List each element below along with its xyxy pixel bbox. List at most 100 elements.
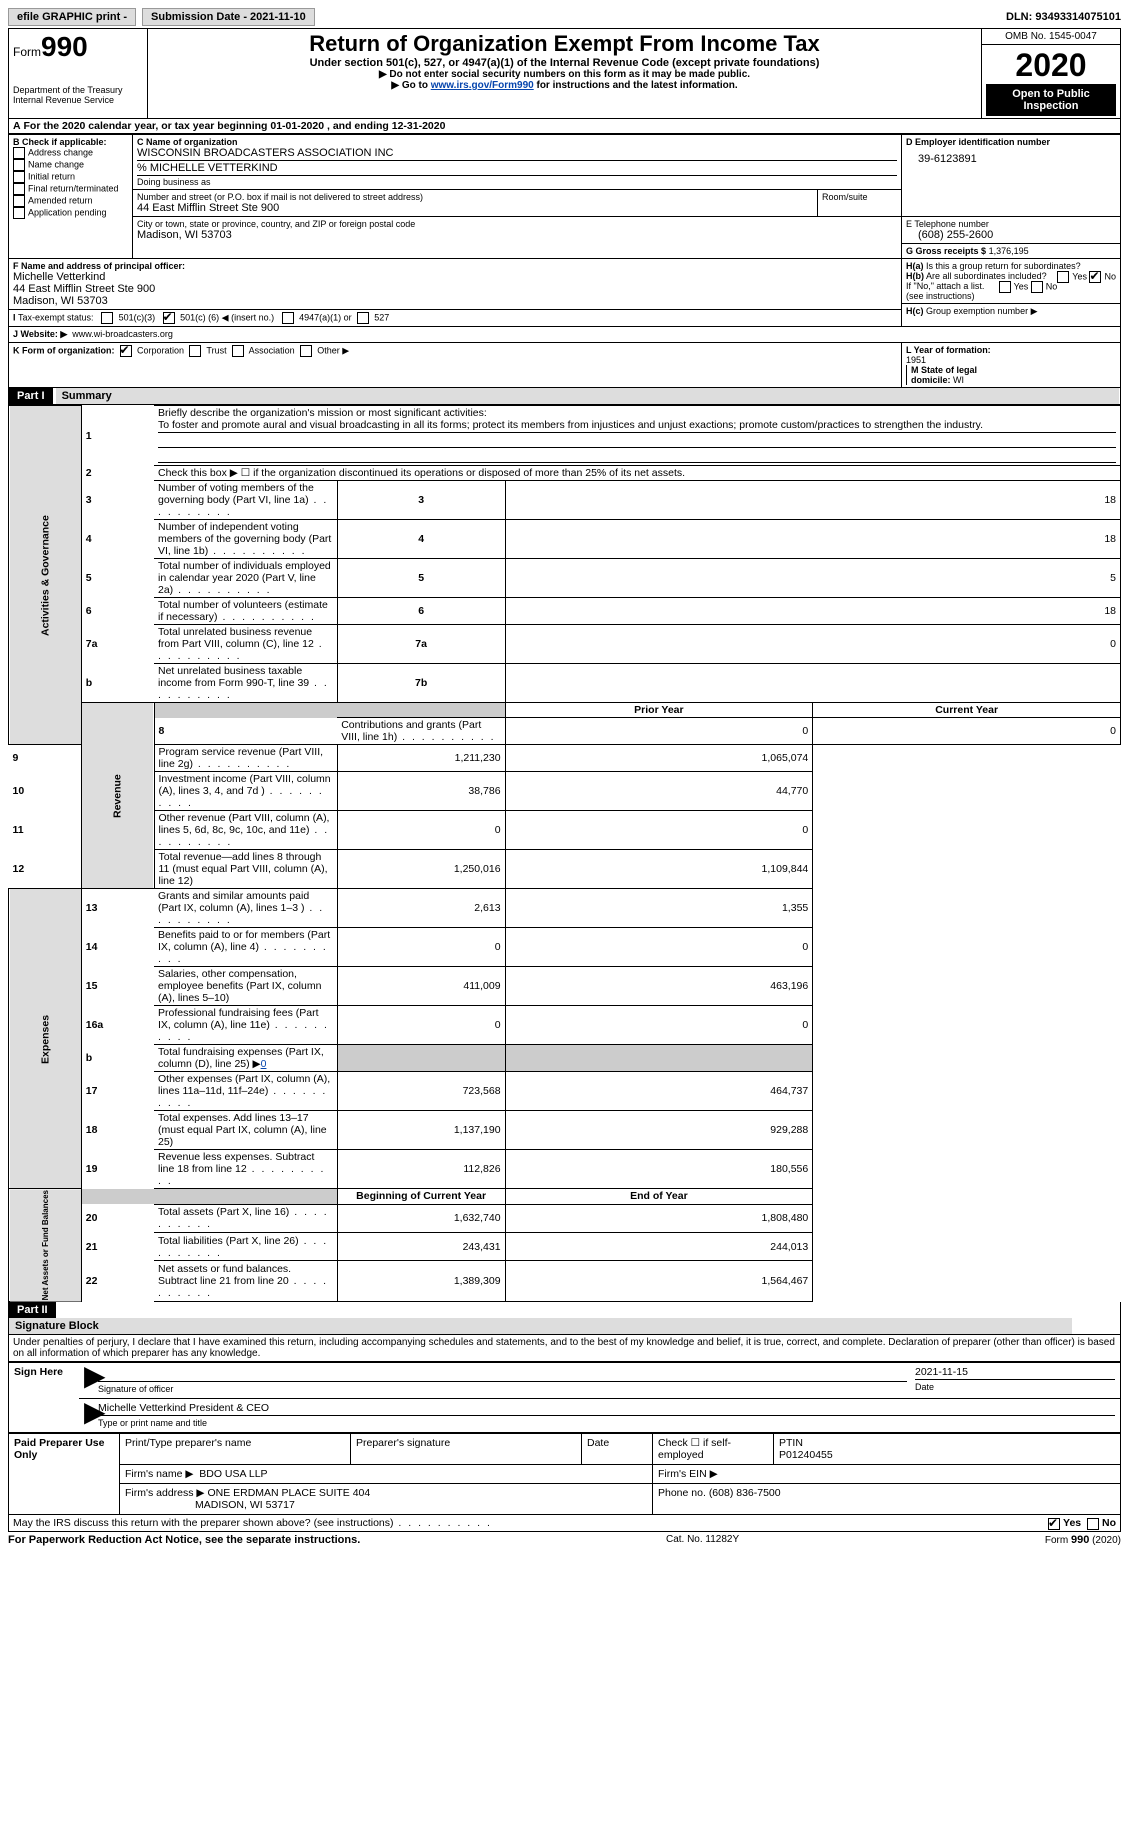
- vlabel-netassets: Net Assets or Fund Balances: [9, 1189, 82, 1302]
- line12-prior: 1,250,016: [337, 850, 505, 889]
- line17-curr: 464,737: [505, 1072, 813, 1111]
- line9-prior: 1,211,230: [337, 745, 505, 772]
- q2: Check this box ▶ ☐ if the organization d…: [154, 466, 1121, 481]
- check-corp[interactable]: [120, 345, 132, 357]
- hb-no[interactable]: [1031, 281, 1043, 293]
- line10-desc: Investment income (Part VIII, column (A)…: [154, 772, 337, 811]
- line3-box: 3: [337, 481, 505, 520]
- q1: Briefly describe the organization's miss…: [158, 407, 487, 419]
- line5-val: 5: [505, 559, 1120, 598]
- instr-1: ▶ Do not enter social security numbers o…: [152, 69, 977, 80]
- pra-notice: For Paperwork Reduction Act Notice, see …: [8, 1534, 360, 1546]
- col-end: End of Year: [505, 1189, 813, 1205]
- line18-prior: 1,137,190: [337, 1111, 505, 1150]
- phone-label: Phone no.: [658, 1487, 706, 1499]
- box-j-label: Website: ▶: [21, 329, 68, 339]
- line4-desc: Number of independent voting members of …: [154, 520, 337, 559]
- sig-date: 2021-11-15: [915, 1366, 968, 1378]
- firm-name: BDO USA LLP: [199, 1468, 267, 1480]
- form-subtitle: Under section 501(c), 527, or 4947(a)(1)…: [152, 57, 977, 69]
- firm-addr1: ONE ERDMAN PLACE SUITE 404: [207, 1487, 370, 1499]
- hc-label: Group exemption number ▶: [926, 306, 1037, 316]
- preparer-table: Paid Preparer Use Only Print/Type prepar…: [8, 1433, 1121, 1515]
- form-number: 990: [41, 31, 88, 62]
- line17-desc: Other expenses (Part IX, column (A), lin…: [154, 1072, 337, 1111]
- col-current: Current Year: [813, 703, 1121, 718]
- line11-prior: 0: [337, 811, 505, 850]
- line13-prior: 2,613: [337, 889, 505, 928]
- box-k-label: K Form of organization:: [13, 345, 115, 355]
- line22-desc: Net assets or fund balances. Subtract li…: [154, 1261, 337, 1302]
- check-address-change[interactable]: [13, 147, 25, 159]
- dba-label: Doing business as: [137, 177, 897, 187]
- irs-link[interactable]: www.irs.gov/Form990: [431, 80, 534, 91]
- efile-print-button[interactable]: efile GRAPHIC print -: [8, 8, 136, 26]
- box-l-label: L Year of formation:: [906, 345, 991, 355]
- tax-year: 2020: [986, 47, 1116, 84]
- check-527[interactable]: [357, 312, 369, 324]
- website[interactable]: www.wi-broadcasters.org: [72, 329, 173, 339]
- check-app-pending[interactable]: [13, 207, 25, 219]
- firm-addr-label: Firm's address ▶: [125, 1487, 205, 1499]
- part1-label: Part I: [9, 388, 53, 404]
- check-4947[interactable]: [282, 312, 294, 324]
- line7a-box: 7a: [337, 625, 505, 664]
- check-other[interactable]: [300, 345, 312, 357]
- check-501c[interactable]: [163, 312, 175, 324]
- sign-here-label: Sign Here: [9, 1363, 80, 1433]
- firm-phone: (608) 836-7500: [709, 1487, 781, 1499]
- line12-desc: Total revenue—add lines 8 through 11 (mu…: [154, 850, 337, 889]
- ha-yes[interactable]: [1057, 271, 1069, 283]
- ha-no[interactable]: [1089, 271, 1101, 283]
- box-f-label: F Name and address of principal officer:: [13, 261, 185, 271]
- line6-desc: Total number of volunteers (estimate if …: [154, 598, 337, 625]
- city-state-zip: Madison, WI 53703: [137, 229, 897, 241]
- line4-box: 4: [337, 520, 505, 559]
- line20-end: 1,808,480: [505, 1204, 813, 1232]
- line10-curr: 44,770: [505, 772, 813, 811]
- self-employed-check[interactable]: Check ☐ if self-employed: [653, 1434, 774, 1465]
- firm-addr2: MADISON, WI 53717: [195, 1499, 295, 1511]
- vlabel-revenue: Revenue: [81, 703, 154, 889]
- line21-begin: 243,431: [337, 1233, 505, 1261]
- check-assoc[interactable]: [232, 345, 244, 357]
- addr-label: Number and street (or P.O. box if mail i…: [137, 192, 813, 202]
- check-amended[interactable]: [13, 195, 25, 207]
- line12-curr: 1,109,844: [505, 850, 813, 889]
- line18-desc: Total expenses. Add lines 13–17 (must eq…: [154, 1111, 337, 1150]
- identity-block: B Check if applicable: Address change Na…: [8, 134, 1121, 388]
- discuss-no[interactable]: [1087, 1518, 1099, 1530]
- line5-box: 5: [337, 559, 505, 598]
- hb-yes[interactable]: [999, 281, 1011, 293]
- line22-begin: 1,389,309: [337, 1261, 505, 1302]
- check-trust[interactable]: [189, 345, 201, 357]
- hb-label: Are all subordinates included?: [926, 271, 1047, 281]
- prep-name-label: Print/Type preparer's name: [120, 1434, 351, 1465]
- check-initial-return[interactable]: [13, 171, 25, 183]
- instr-2: ▶ Go to www.irs.gov/Form990 for instruct…: [152, 80, 977, 91]
- vlabel-governance: Activities & Governance: [9, 406, 82, 745]
- city-label: City or town, state or province, country…: [137, 219, 897, 229]
- sig-officer-label: Signature of officer: [98, 1384, 173, 1394]
- line15-prior: 411,009: [337, 967, 505, 1006]
- line16a-prior: 0: [337, 1006, 505, 1045]
- line3-val: 18: [505, 481, 1120, 520]
- col-begin: Beginning of Current Year: [337, 1189, 505, 1205]
- line20-desc: Total assets (Part X, line 16): [154, 1204, 337, 1232]
- line7b-val: [505, 664, 1120, 703]
- form-no-footer: 990: [1071, 1534, 1089, 1546]
- check-501c3[interactable]: [101, 312, 113, 324]
- discuss-yes[interactable]: [1048, 1518, 1060, 1530]
- check-final-return[interactable]: [13, 183, 25, 195]
- line11-curr: 0: [505, 811, 813, 850]
- gross-receipts: 1,376,195: [989, 246, 1029, 256]
- footer: For Paperwork Reduction Act Notice, see …: [8, 1534, 1121, 1546]
- officer-name-title: Michelle Vetterkind President & CEO: [98, 1402, 269, 1414]
- check-name-change[interactable]: [13, 159, 25, 171]
- line-a: A For the 2020 calendar year, or tax yea…: [8, 119, 1121, 134]
- line17-prior: 723,568: [337, 1072, 505, 1111]
- line6-box: 6: [337, 598, 505, 625]
- line16a-desc: Professional fundraising fees (Part IX, …: [154, 1006, 337, 1045]
- box-c-label: C Name of organization: [137, 137, 238, 147]
- line11-desc: Other revenue (Part VIII, column (A), li…: [154, 811, 337, 850]
